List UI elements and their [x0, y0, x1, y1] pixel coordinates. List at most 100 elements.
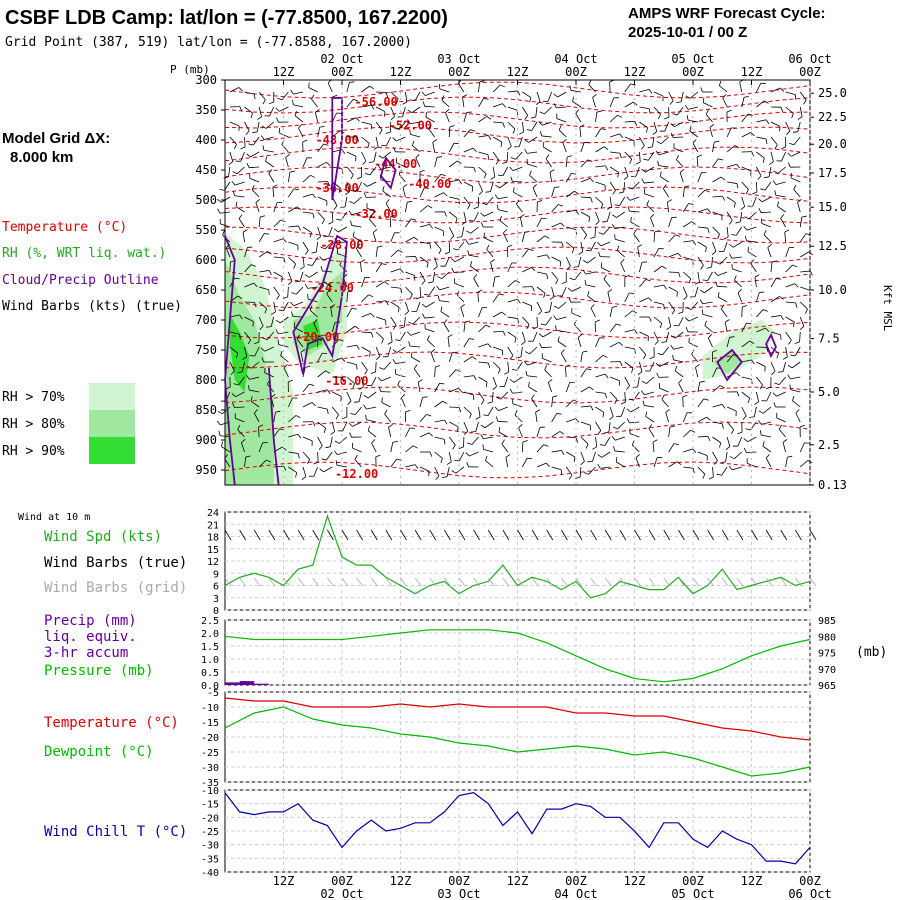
wind-barb-flag: [340, 206, 346, 209]
wind-barb-flag: [494, 194, 499, 200]
wind-barb: [390, 301, 400, 308]
temp-y-tick-label: -5: [207, 688, 219, 699]
wind-barb: [741, 306, 743, 318]
wind-barb-flag: [268, 169, 273, 174]
isotherm-label: -36.00: [315, 181, 358, 195]
wind-barb: [741, 113, 749, 123]
wind-barb-flag: [370, 104, 375, 110]
temp-y-tick-label: -20: [201, 733, 219, 744]
wind-barb: [463, 406, 472, 414]
wind-barb: [361, 151, 367, 162]
wind-barb: [463, 211, 467, 222]
wind-barb: [419, 256, 429, 264]
wind-barb: [595, 421, 602, 431]
wind-barb-flag: [458, 407, 462, 413]
wind-barb: [603, 278, 611, 288]
wind-barb-flag: [442, 400, 448, 405]
wind-barb-flag: [503, 229, 508, 234]
wind-barb-flag: [544, 365, 548, 370]
wind-barb: [326, 451, 333, 461]
wind-barb-flag: [228, 161, 234, 165]
wind-barb: [765, 458, 772, 468]
wind-barb-flag: [327, 409, 329, 415]
wind-barb-flag: [762, 309, 768, 312]
wind-barb-flag: [583, 234, 588, 240]
wind-barb-flag: [515, 280, 520, 284]
wind-barb-flag: [309, 305, 313, 311]
legend-rh80: RH > 80%: [2, 417, 65, 432]
precip-bar: [239, 681, 255, 685]
wind-barb: [302, 226, 312, 233]
wind-barb: [747, 251, 757, 258]
wind-barb: [224, 181, 231, 191]
wind-barb-flag: [759, 384, 763, 390]
wind-barb-flag: [496, 396, 501, 400]
wind-barb: [471, 436, 479, 445]
wind-barb: [624, 391, 626, 403]
wind-barb: [793, 136, 801, 146]
wind-barb-flag: [538, 310, 542, 315]
wind-barb: [507, 136, 512, 147]
wind-barb: [725, 451, 728, 462]
wind-barb: [697, 398, 705, 408]
cloud-outline: [224, 235, 236, 486]
wind-barb-flag: [746, 322, 752, 325]
wind-barb-flag: [497, 174, 503, 177]
wind-barb-flag: [368, 294, 374, 298]
top-time-tick-label: 12Z: [507, 65, 529, 79]
wind-barb-flag: [495, 184, 500, 189]
surface-wind-barb: [502, 529, 510, 541]
wind-barb: [682, 187, 685, 198]
wind-barb-flag: [760, 82, 766, 84]
wind-barb-flag: [411, 140, 415, 146]
wind-barb: [463, 196, 471, 206]
wind-barb-flag: [743, 96, 750, 98]
wind-barb: [595, 373, 606, 378]
wind-barb: [580, 178, 591, 183]
wind-barb: [398, 173, 406, 183]
wind-barb-flag: [718, 158, 724, 161]
wind-barb-flag: [744, 216, 750, 220]
wind-barb: [712, 385, 721, 393]
wind-barb: [237, 429, 245, 438]
wind-barb-flag: [313, 461, 319, 465]
wind-barb: [624, 292, 630, 303]
wind-barb: [375, 331, 384, 340]
wind-barb-flag: [270, 394, 276, 398]
wind-barb-flag: [308, 82, 310, 88]
wind-barb-flag: [626, 418, 630, 424]
wind-barb-flag: [369, 85, 375, 90]
wind-barbs-true-label: Wind Barbs (true): [44, 555, 187, 571]
wind-barb: [683, 256, 693, 261]
wind-barb: [653, 231, 656, 243]
wind-barb-flag: [765, 347, 769, 353]
wind-barb: [328, 226, 333, 237]
wind-barb: [221, 196, 231, 203]
wind-barb-flag: [317, 334, 323, 338]
wind-barb: [527, 163, 538, 168]
grid-wind-barb: [473, 577, 480, 587]
surface-wind-barb: [546, 529, 554, 541]
wind-barb-flag: [592, 94, 597, 98]
wind-barb: [405, 464, 416, 468]
wind-barb-flag: [473, 274, 478, 279]
wind-barb: [299, 271, 304, 282]
wind-barb: [256, 121, 260, 132]
wind-barb: [653, 248, 660, 258]
grid-wind-barb: [327, 577, 334, 587]
wind-barb: [486, 249, 494, 258]
surface-wind-barb: [692, 529, 700, 541]
wind-speed-line: [224, 514, 811, 599]
wind-barb: [785, 331, 792, 341]
wind-barb-flag: [612, 214, 617, 218]
wind-barb: [741, 359, 752, 363]
wind-barb: [673, 147, 684, 153]
wind-barb: [536, 271, 547, 275]
wind-barb-flag: [348, 210, 353, 215]
wind-barb: [424, 105, 435, 108]
wind-barb-flag: [649, 356, 655, 360]
wind-barb: [265, 121, 275, 129]
dewpoint-label: Dewpoint (°C): [44, 744, 154, 760]
wind-barb-flag: [670, 123, 675, 127]
